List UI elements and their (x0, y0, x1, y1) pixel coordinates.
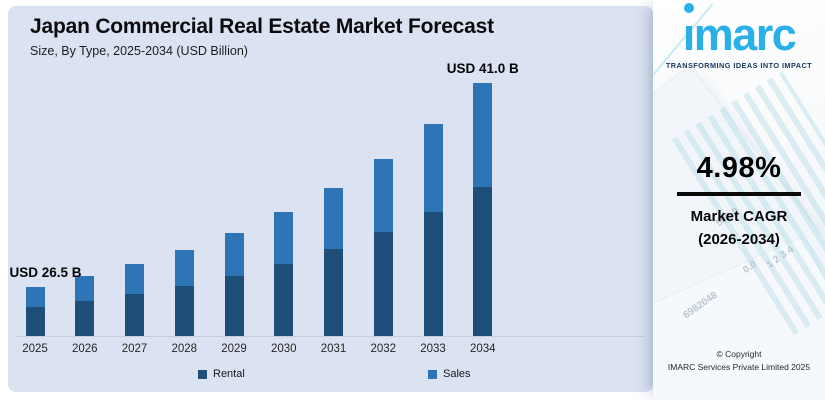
cagr-divider (677, 192, 801, 196)
sales-segment (224, 233, 244, 276)
imarc-logo-dot-icon (683, 3, 694, 13)
imarc-tagline: TRANSFORMING IDEAS INTO IMPACT (665, 61, 813, 70)
legend-swatch-icon (428, 369, 437, 379)
bar-plot: USD 26.5 B USD 41.0 B (8, 6, 653, 337)
stacked-bar-2027 (125, 264, 144, 336)
legend-item-sales: Sales (428, 368, 471, 380)
sales-segment (25, 287, 45, 307)
watermark-number: 6982048 (681, 289, 720, 322)
x-tick-2033: 2033 (420, 343, 446, 355)
x-tick-2034: 2034 (469, 343, 496, 355)
imarc-logo: ımarc TRANSFORMING IDEAS INTO IMPACT (653, 3, 825, 70)
chart-legend: Rental Sales (8, 368, 653, 384)
rental-segment (174, 286, 194, 336)
legend-item-rental: Rental (198, 368, 245, 380)
cagr-value: 4.98% (696, 152, 782, 184)
sales-segment (324, 188, 343, 249)
chart-title: Japan Commercial Real Estate Market Fore… (30, 15, 494, 38)
stacked-bar-2028 (174, 250, 194, 336)
rental-segment (324, 249, 343, 336)
x-tick-2028: 2028 (171, 343, 198, 355)
x-tick-2031: 2031 (320, 343, 347, 355)
stacked-bar-2032 (373, 159, 393, 336)
legend-label: Rental (213, 368, 245, 380)
x-tick-2025: 2025 (22, 343, 48, 355)
sales-segment (373, 159, 393, 232)
stacked-bar-2034 (473, 83, 493, 336)
x-axis-line (16, 336, 645, 337)
value-label: USD 41.0 B (446, 61, 519, 76)
value-label: USD 26.5 B (9, 265, 82, 280)
brand-panel: 500.0 0.0 1 2 3 4 6982048 ımarc TRANSFOR… (653, 0, 825, 400)
imarc-logo-text: ımarc (683, 3, 797, 57)
cagr-label: Market CAGR (690, 208, 788, 225)
cagr-block: 4.98% Market CAGR (2026-2034) (653, 152, 825, 248)
x-tick-2030: 2030 (270, 343, 297, 355)
x-tick-2029: 2029 (221, 343, 247, 355)
stacked-bar-2025 (25, 287, 45, 336)
sales-segment (274, 212, 294, 264)
sales-segment (423, 124, 443, 212)
stacked-bar-2033 (423, 124, 443, 336)
stacked-bar-2031 (324, 188, 343, 336)
copyright-line1: © Copyright (716, 349, 762, 359)
copyright-line2: IMARC Services Private Limited 2025 (667, 362, 811, 373)
rental-segment (125, 294, 144, 336)
rental-segment (274, 264, 294, 336)
stacked-bar-2030 (274, 212, 294, 336)
rental-segment (423, 212, 443, 336)
watermark-number: 1 2 3 4 (764, 244, 796, 271)
rental-segment (224, 276, 244, 336)
x-tick-2032: 2032 (370, 343, 397, 355)
legend-swatch-icon (198, 369, 207, 379)
rental-segment (473, 187, 493, 336)
rental-segment (373, 232, 393, 336)
rental-segment (25, 307, 45, 336)
x-tick-2027: 2027 (121, 343, 148, 355)
chart-card: Japan Commercial Real Estate Market Fore… (8, 6, 653, 392)
copyright-notice: © Copyright IMARC Services Private Limit… (653, 348, 825, 374)
rental-segment (75, 301, 95, 336)
stacked-bar-2026 (75, 276, 95, 336)
legend-label: Sales (443, 368, 471, 380)
chart-subtitle: Size, By Type, 2025-2034 (USD Billion) (30, 44, 248, 58)
sales-segment (75, 276, 95, 301)
x-axis-ticks: 2025 2026 2027 2028 2029 2030 2031 2032 2033 2034 (8, 343, 653, 359)
cagr-period: (2026-2034) (698, 231, 780, 248)
sales-segment (174, 250, 194, 286)
watermark-number: 0.0 (741, 259, 759, 276)
stacked-bar-2029 (224, 233, 244, 336)
sales-segment (473, 83, 493, 187)
x-tick-2026: 2026 (71, 343, 98, 355)
sales-segment (125, 264, 144, 294)
decorative-sheet (653, 234, 825, 400)
